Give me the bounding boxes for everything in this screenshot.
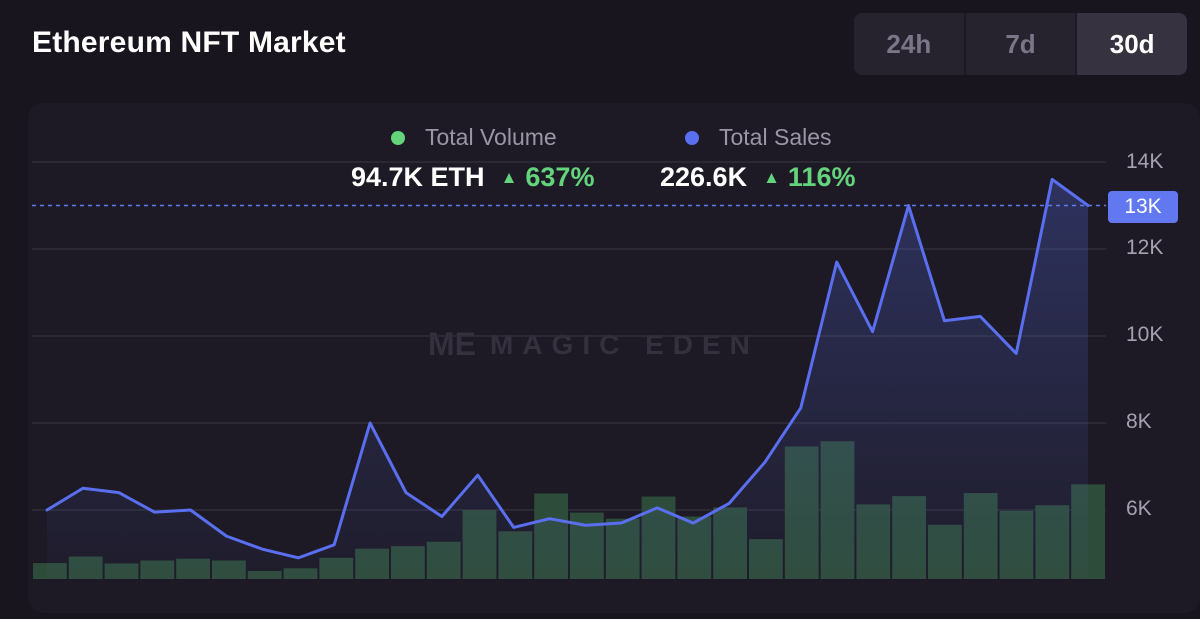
sales-area <box>47 179 1088 579</box>
sales-value: 226.6K <box>660 162 748 192</box>
sales-stat: 226.6K ▲ 116% <box>660 162 855 193</box>
sales-up-arrow-icon: ▲ <box>763 167 780 187</box>
sales-change: 116% <box>787 162 856 192</box>
legend-sales-label: Total Sales <box>719 124 832 150</box>
volume-stat: 94.7K ETH ▲ 637% <box>351 162 594 193</box>
y-tick-label: 12K <box>1126 236 1164 259</box>
time-range-toggle: 24h 7d 30d <box>854 13 1187 75</box>
volume-value: 94.7K ETH <box>351 162 485 192</box>
current-value-badge: 13K <box>1108 191 1178 223</box>
range-7d-button[interactable]: 7d <box>966 13 1078 75</box>
range-24h-button[interactable]: 24h <box>854 13 966 75</box>
legend-volume[interactable]: Total Volume <box>391 124 557 151</box>
legend-sales[interactable]: Total Sales <box>685 124 832 151</box>
range-30d-button[interactable]: 30d <box>1077 13 1187 75</box>
watermark-text: MAGIC EDEN <box>490 328 759 360</box>
page-title: Ethereum NFT Market <box>32 26 346 59</box>
volume-dot-icon <box>391 130 405 145</box>
volume-up-arrow-icon: ▲ <box>500 167 518 187</box>
volume-change: 637% <box>525 162 595 192</box>
sales-dot-icon <box>685 130 699 145</box>
legend-volume-label: Total Volume <box>425 124 557 150</box>
y-tick-label: 10K <box>1126 323 1164 346</box>
y-tick-label: 6K <box>1126 497 1152 520</box>
magic-eden-logo: ME <box>428 326 476 362</box>
y-tick-label: 14K <box>1126 150 1164 173</box>
watermark: ME MAGIC EDEN <box>428 326 759 363</box>
sales-line <box>45 177 1090 560</box>
y-tick-label: 8K <box>1126 410 1152 433</box>
